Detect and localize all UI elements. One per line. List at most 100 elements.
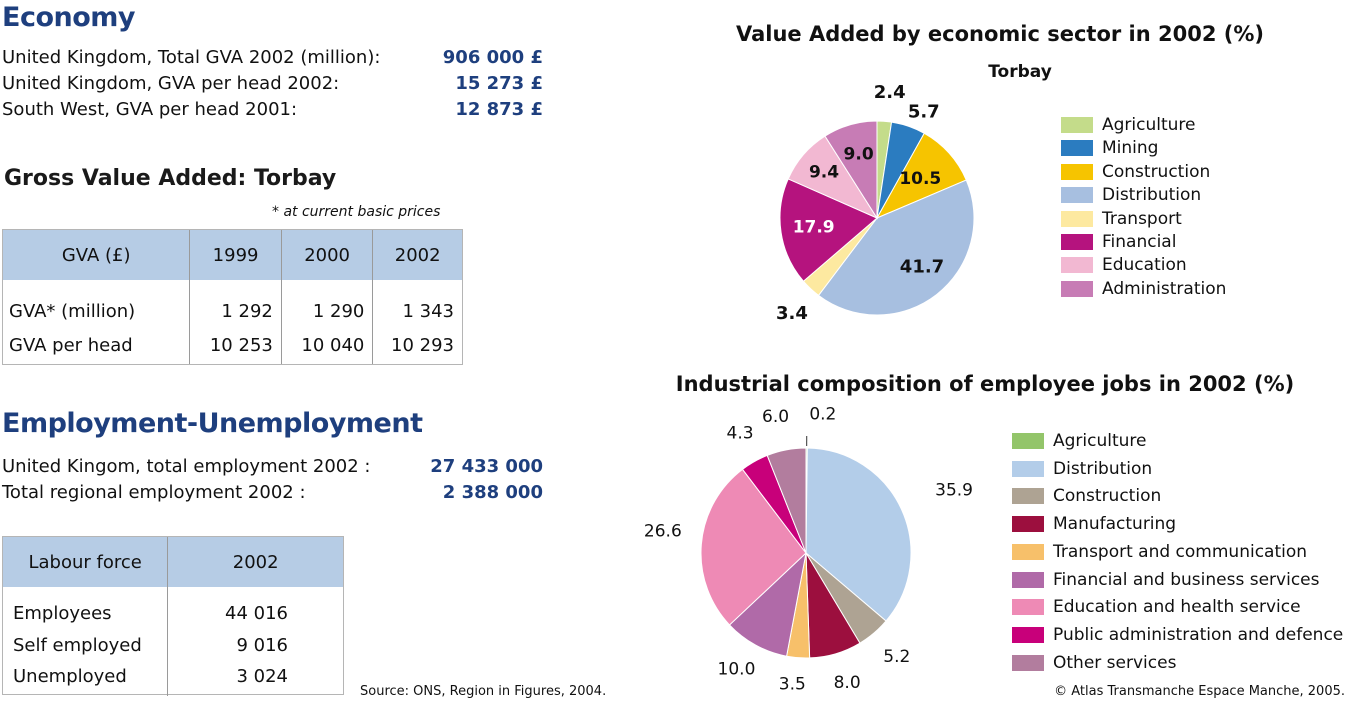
legend-item: Construction: [1012, 486, 1161, 506]
legend-item: Public administration and defence: [1012, 625, 1343, 645]
gva-cell: 10 253: [189, 332, 282, 364]
legend-item: Other services: [1012, 653, 1176, 673]
labour-header: Labour force: [3, 537, 169, 587]
pie-slice-other-services: [766, 447, 807, 554]
legend-label: Agriculture: [1053, 431, 1147, 451]
legend-swatch: [1061, 280, 1093, 297]
labour-header: 2002: [167, 537, 343, 587]
gva-header: 2000: [281, 230, 374, 280]
legend-swatch: [1061, 187, 1093, 204]
legend-swatch: [1012, 599, 1044, 616]
legend-label: Transport: [1102, 208, 1182, 229]
chart2-pie: 0.2 35.9 5.2 8.0 3.5 10.0 26.6 4.3 6.0: [644, 405, 973, 695]
pie-label: 8.0: [834, 673, 861, 693]
labour-cell: Unemployed: [3, 662, 169, 696]
legend-swatch: [1061, 257, 1093, 274]
pie-slice-distribution: [817, 179, 975, 316]
source-note: Source: ONS, Region in Figures, 2004.: [360, 684, 607, 699]
pie-label: 35.9: [935, 481, 973, 501]
legend-item: Distribution: [1061, 185, 1201, 205]
gva-cell: GVA* (million): [3, 280, 191, 332]
economy-row-label: United Kingdom, GVA per head 2002:: [2, 73, 340, 94]
legend-swatch: [1061, 117, 1093, 133]
pie-label: 2.4: [874, 82, 906, 103]
legend-item: Financial and business services: [1012, 570, 1319, 590]
labour-cell: 44 016: [225, 602, 288, 624]
labour-cell: Self employed: [3, 629, 169, 662]
chart1-title: Value Added by economic sector in 2002 (…: [735, 22, 1265, 46]
pie-label: 9.4: [809, 162, 839, 182]
employment-row-value: 2 388 000: [442, 482, 543, 503]
legend-swatch: [1061, 210, 1093, 227]
gva-cell: 1 292: [189, 280, 282, 332]
employment-title: Employment-Unemployment: [2, 408, 423, 439]
pie-label: 41.7: [900, 256, 944, 277]
legend-label: Transport and communication: [1053, 541, 1308, 562]
legend-item: Administration: [1061, 279, 1226, 299]
gva-table-frame: [2, 229, 463, 365]
legend-item: Education: [1061, 255, 1187, 275]
gva-title: Gross Value Added: Torbay: [4, 166, 337, 191]
legend-swatch: [1012, 626, 1044, 643]
legend-swatch: [1061, 163, 1093, 180]
gva-header: 1999: [189, 230, 282, 280]
legend-label: Financial and business services: [1053, 569, 1320, 590]
legend-swatch: [1012, 488, 1044, 505]
labour-cell: 3 024: [236, 665, 288, 687]
legend-label: Education and health service: [1053, 597, 1301, 618]
legend-label: Financial: [1102, 232, 1177, 252]
legend-label: Construction: [1102, 161, 1211, 182]
legend-item: Agriculture: [1061, 115, 1196, 135]
chart1-subtitle: Torbay: [988, 62, 1052, 82]
gva-cell: 10 040: [281, 332, 374, 364]
gva-cell: 10 293: [391, 334, 454, 356]
pie-label: 5.7: [908, 102, 940, 123]
economy-row-value: 12 873 £: [455, 99, 543, 120]
legend-item: Financial: [1061, 232, 1176, 252]
economy-title: Economy: [2, 2, 136, 33]
chart2-title: Industrial composition of employee jobs …: [675, 372, 1295, 396]
legend-label: Construction: [1053, 486, 1162, 507]
legend-swatch: [1012, 571, 1044, 588]
pie-label: 5.2: [883, 647, 910, 667]
pie-label: 0.2: [809, 405, 836, 425]
employment-row-label: United Kingom, total employment 2002 :: [2, 456, 371, 477]
gva-cell: 1 290: [281, 280, 374, 332]
legend-label: Education: [1102, 255, 1187, 276]
copyright-note: © Atlas Transmanche Espace Manche, 2005.: [1054, 684, 1345, 699]
pie-slice-distribution: [805, 447, 912, 622]
legend-swatch: [1012, 543, 1044, 560]
economy-row-value: 906 000 £: [442, 47, 543, 68]
pie-slice-financial: [779, 178, 878, 282]
pie-label: 10.5: [899, 169, 941, 189]
chart1-pie: 2.45.7 10.5 41.7 3.4 17.9 9.49.0: [776, 82, 975, 324]
gva-cell: GVA per head: [3, 332, 191, 364]
legend-item: Transport: [1061, 209, 1182, 229]
legend-item: Mining: [1061, 138, 1158, 158]
gva-header: 2002: [372, 230, 462, 280]
legend-item: Education and health service: [1012, 597, 1301, 617]
legend-label: Distribution: [1102, 185, 1202, 206]
labour-table: Labour force 2002 Employees 44 016 Self …: [3, 537, 343, 696]
labour-table-frame: [2, 536, 344, 695]
economy-row-value: 15 273 £: [455, 73, 543, 94]
legend-swatch: [1012, 460, 1044, 477]
gva-note: * at current basic prices: [272, 204, 441, 220]
legend-label: Mining: [1102, 138, 1159, 159]
legend-item: Construction: [1061, 162, 1210, 182]
legend-swatch: [1012, 654, 1044, 671]
pie-label: 3.5: [779, 675, 806, 695]
employment-row-label: Total regional employment 2002 :: [2, 482, 306, 503]
pie-label: 3.4: [776, 303, 808, 324]
pie-slice-education-and-health-service: [700, 468, 807, 626]
legend-label: Distribution: [1053, 458, 1153, 479]
labour-cell: 9 016: [236, 635, 288, 656]
legend-label: Administration: [1102, 278, 1227, 299]
employment-row-value: 27 433 000: [430, 456, 543, 477]
legend-item: Manufacturing: [1012, 514, 1176, 534]
pie-label: 6.0: [762, 407, 789, 427]
economy-row-label: South West, GVA per head 2001:: [2, 99, 298, 120]
legend-item: Agriculture: [1012, 431, 1147, 451]
legend-label: Public administration and defence: [1053, 624, 1344, 645]
pie-slice-administration: [824, 120, 878, 220]
